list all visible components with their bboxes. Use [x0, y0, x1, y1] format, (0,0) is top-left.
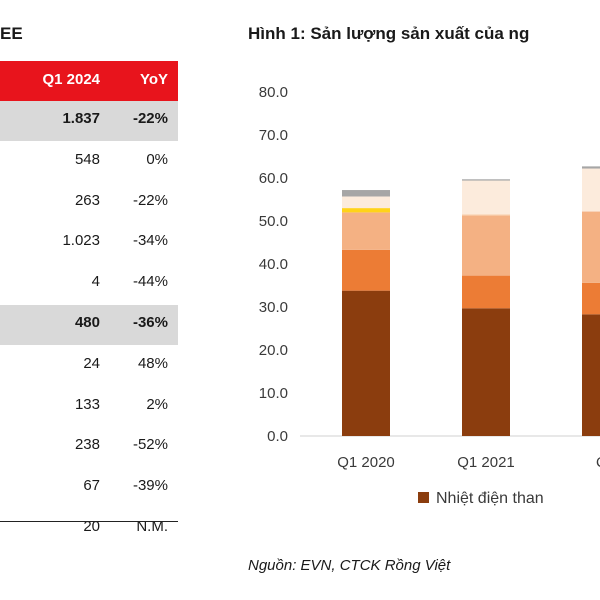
x-tick-label: Q1 — [596, 454, 600, 471]
bar-segment-2-6 — [582, 166, 600, 169]
table-row: 263 -22% — [0, 183, 178, 223]
table-row: 20 N.M. — [0, 509, 178, 549]
cell-value: 263 — [74, 191, 100, 209]
cell-value: 4 — [91, 273, 100, 291]
bar-segment-2-5 — [582, 168, 600, 212]
cell-yoy: N.M. — [136, 518, 168, 535]
cell-value: 1.837 — [62, 110, 100, 127]
bar-segment-0-1 — [342, 249, 390, 291]
bar-segment-1-0 — [462, 308, 510, 436]
cell-yoy: -22% — [132, 191, 168, 209]
legend-label-coal: Nhiệt điện than — [436, 490, 544, 507]
table-bottom-rule — [0, 521, 178, 522]
bar-segment-0-4 — [342, 208, 390, 213]
table-row: 1.023 -34% — [0, 223, 178, 263]
bar-segment-1-1 — [462, 275, 510, 309]
source-note: Nguồn: EVN, CTCK Rồng Việt — [248, 557, 451, 574]
bar-segment-1-5 — [462, 180, 510, 215]
bar-segment-1-6 — [462, 179, 510, 181]
table-title: EE — [0, 24, 23, 43]
legend-swatch-coal — [418, 492, 429, 503]
table-row: 238 -52% — [0, 427, 178, 467]
table-row: 133 2% — [0, 387, 178, 427]
cell-yoy: -36% — [132, 314, 168, 331]
table-row: 548 0% — [0, 142, 178, 182]
header-period: Q1 2024 — [42, 71, 100, 88]
bar-segment-2-0 — [582, 314, 600, 436]
x-tick-label: Q1 2021 — [457, 454, 515, 471]
cell-yoy: -22% — [132, 110, 168, 127]
y-tick-label: 30.0 — [259, 299, 288, 316]
y-tick-label: 80.0 — [259, 84, 288, 101]
y-tick-label: 10.0 — [259, 385, 288, 402]
cell-value: 1.023 — [62, 232, 100, 250]
y-tick-label: 50.0 — [259, 213, 288, 230]
bar-segment-0-5 — [342, 196, 390, 209]
cell-yoy: -34% — [132, 232, 168, 250]
cell-yoy: 48% — [137, 354, 168, 372]
stacked-bar-chart: 0.0 10.0 20.0 30.0 40.0 50.0 60.0 70.0 80.0 Q1 20… — [259, 84, 600, 471]
y-tick-label: 40.0 — [259, 256, 288, 273]
bar-segment-1-2 — [462, 215, 510, 276]
cell-yoy: 2% — [146, 395, 168, 413]
cell-value: 480 — [74, 314, 100, 331]
bar-segment-0-2 — [342, 212, 390, 250]
bar-segment-0-6 — [342, 190, 390, 197]
table-row: 4 -44% — [0, 264, 178, 304]
cell-yoy: -52% — [132, 436, 168, 454]
header-yoy: YoY — [139, 71, 168, 88]
bar-segment-2-2 — [582, 211, 600, 283]
cell-value: 20 — [83, 518, 100, 535]
table-row: 480 -36% — [0, 305, 178, 345]
cell-value: 67 — [83, 477, 100, 495]
cell-value: 548 — [74, 150, 100, 168]
cell-value: 238 — [74, 436, 100, 454]
y-tick-label: 70.0 — [259, 127, 288, 144]
y-tick-label: 60.0 — [259, 170, 288, 187]
bar-segment-0-0 — [342, 290, 390, 436]
y-tick-label: 20.0 — [259, 342, 288, 359]
chart-title: Hình 1: Sản lượng sản xuất của ng — [248, 24, 530, 43]
y-tick-label: 0.0 — [267, 428, 288, 445]
cell-value: 133 — [74, 395, 100, 413]
chart-legend: Nhiệt điện than — [418, 490, 544, 508]
x-tick-label: Q1 2020 — [337, 454, 395, 471]
cell-yoy: -39% — [132, 477, 168, 495]
table-row: 67 -39% — [0, 468, 178, 508]
table-header: Q1 2024 YoY — [0, 61, 178, 101]
bar-segment-1-3 — [462, 214, 510, 216]
table-row: 24 48% — [0, 346, 178, 386]
cell-yoy: -44% — [132, 273, 168, 291]
cell-yoy: 0% — [146, 150, 168, 168]
table-row: 1.837 -22% — [0, 101, 178, 141]
cell-value: 24 — [83, 354, 100, 372]
bar-segment-2-1 — [582, 282, 600, 315]
